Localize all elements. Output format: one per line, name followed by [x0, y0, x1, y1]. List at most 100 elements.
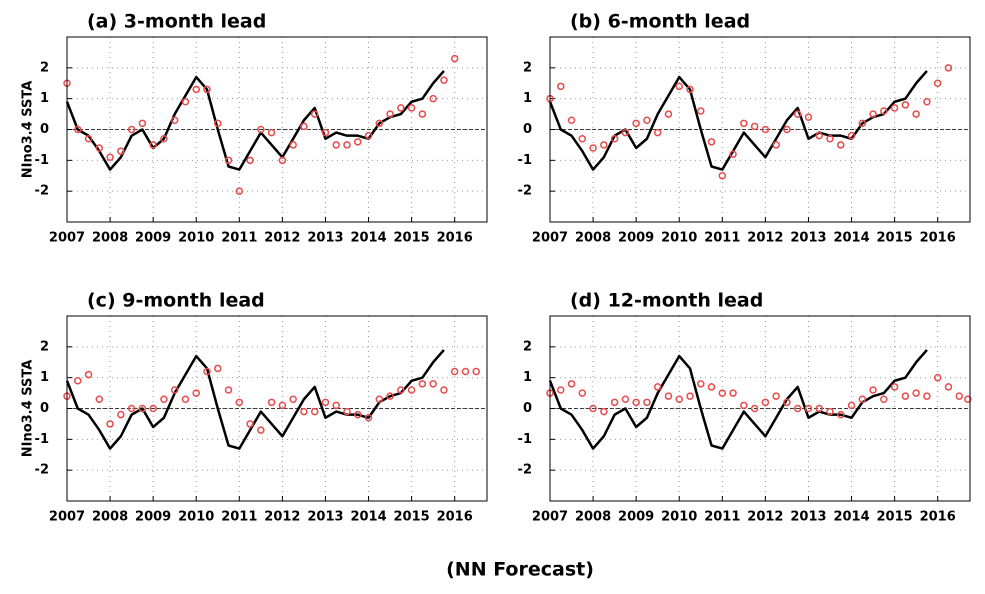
data-point — [750, 404, 759, 413]
x-tick-label: 2013 — [790, 510, 826, 525]
y-tick-label: -1 — [35, 153, 49, 168]
data-point — [386, 392, 394, 400]
x-tick-label: 2012 — [747, 231, 783, 246]
data-point — [203, 367, 211, 376]
data-point — [632, 119, 640, 128]
data-point — [912, 389, 920, 397]
data-point — [826, 135, 834, 143]
data-point — [729, 389, 737, 397]
data-point — [386, 110, 394, 118]
y-tick-label: 1 — [40, 91, 49, 106]
data-point — [826, 407, 834, 416]
data-point — [181, 395, 190, 403]
data-point — [740, 119, 748, 128]
data-point — [686, 392, 694, 400]
data-point — [600, 407, 608, 416]
data-point — [772, 141, 780, 149]
x-tick-label: 2007 — [49, 231, 85, 246]
x-tick-label: 2016 — [920, 231, 956, 246]
data-point — [697, 380, 705, 388]
plot-frame — [549, 315, 971, 502]
data-point — [837, 141, 845, 149]
data-point — [332, 141, 340, 149]
y-tick-label: 1 — [523, 91, 532, 106]
data-point — [364, 131, 373, 140]
data-point — [589, 144, 597, 152]
data-point — [761, 398, 770, 407]
data-point — [880, 395, 888, 403]
data-point — [246, 420, 254, 428]
y-tick-label: -1 — [35, 432, 49, 447]
data-point — [343, 141, 351, 149]
data-point — [397, 104, 405, 112]
data-point — [224, 156, 233, 165]
panel-title: (d) 12-month lead — [570, 290, 763, 312]
y-tick-label: -1 — [518, 432, 532, 447]
data-point — [418, 380, 427, 388]
data-point — [772, 392, 780, 400]
data-point — [160, 395, 168, 403]
data-point — [203, 85, 211, 94]
x-tick-label: 2010 — [661, 231, 697, 246]
series-line — [65, 70, 445, 171]
data-point — [923, 392, 931, 400]
data-point — [783, 125, 791, 134]
x-tick-label: 2010 — [661, 510, 697, 525]
data-point — [686, 85, 694, 94]
x-tick-label: 2015 — [394, 510, 430, 525]
x-tick-label: 2009 — [618, 510, 654, 525]
data-point — [472, 367, 480, 376]
x-tick-label: 2016 — [437, 231, 473, 246]
data-point — [364, 414, 373, 422]
data-point — [138, 404, 147, 413]
plot-frame — [549, 36, 971, 223]
data-point — [869, 386, 877, 394]
data-point — [847, 401, 856, 410]
x-tick-label: 2016 — [437, 510, 473, 525]
data-point — [750, 122, 759, 131]
data-point — [429, 94, 437, 103]
data-point — [127, 125, 136, 134]
data-point — [289, 395, 297, 403]
data-point — [418, 110, 427, 118]
data-point — [214, 364, 222, 373]
data-point — [246, 156, 254, 165]
data-point — [740, 401, 748, 410]
x-tick-label: 2015 — [877, 231, 913, 246]
data-point — [235, 187, 244, 195]
data-point — [321, 398, 330, 407]
data-point — [117, 147, 125, 155]
plot-frame — [66, 315, 488, 502]
x-tick-label: 2008 — [575, 231, 611, 246]
data-point — [95, 144, 104, 152]
data-point — [890, 104, 899, 112]
x-tick-label: 2009 — [135, 510, 171, 525]
data-point — [589, 404, 597, 413]
data-point — [912, 110, 920, 118]
data-point — [257, 426, 265, 434]
data-point — [804, 404, 813, 413]
data-point — [675, 395, 683, 403]
data-point — [578, 135, 587, 143]
data-point — [407, 104, 416, 112]
data-point — [74, 377, 82, 385]
data-point — [321, 128, 330, 137]
y-tick-label: 2 — [523, 339, 532, 354]
plot-frame — [66, 36, 488, 223]
x-tick-label: 2011 — [704, 231, 740, 246]
data-point — [578, 389, 587, 397]
data-point — [707, 138, 716, 146]
x-tick-label: 2009 — [618, 231, 654, 246]
data-point — [278, 401, 287, 410]
data-point — [300, 122, 308, 131]
x-tick-label: 2014 — [350, 231, 386, 246]
data-point — [181, 98, 190, 106]
y-axis-label: NIno3.4 SSTA — [21, 360, 36, 458]
data-point — [289, 141, 297, 149]
y-tick-label: 2 — [40, 339, 49, 354]
series-line — [548, 70, 928, 171]
data-point — [192, 85, 200, 94]
x-tick-label: 2011 — [704, 510, 740, 525]
data-point — [880, 107, 888, 115]
data-point — [944, 383, 953, 391]
